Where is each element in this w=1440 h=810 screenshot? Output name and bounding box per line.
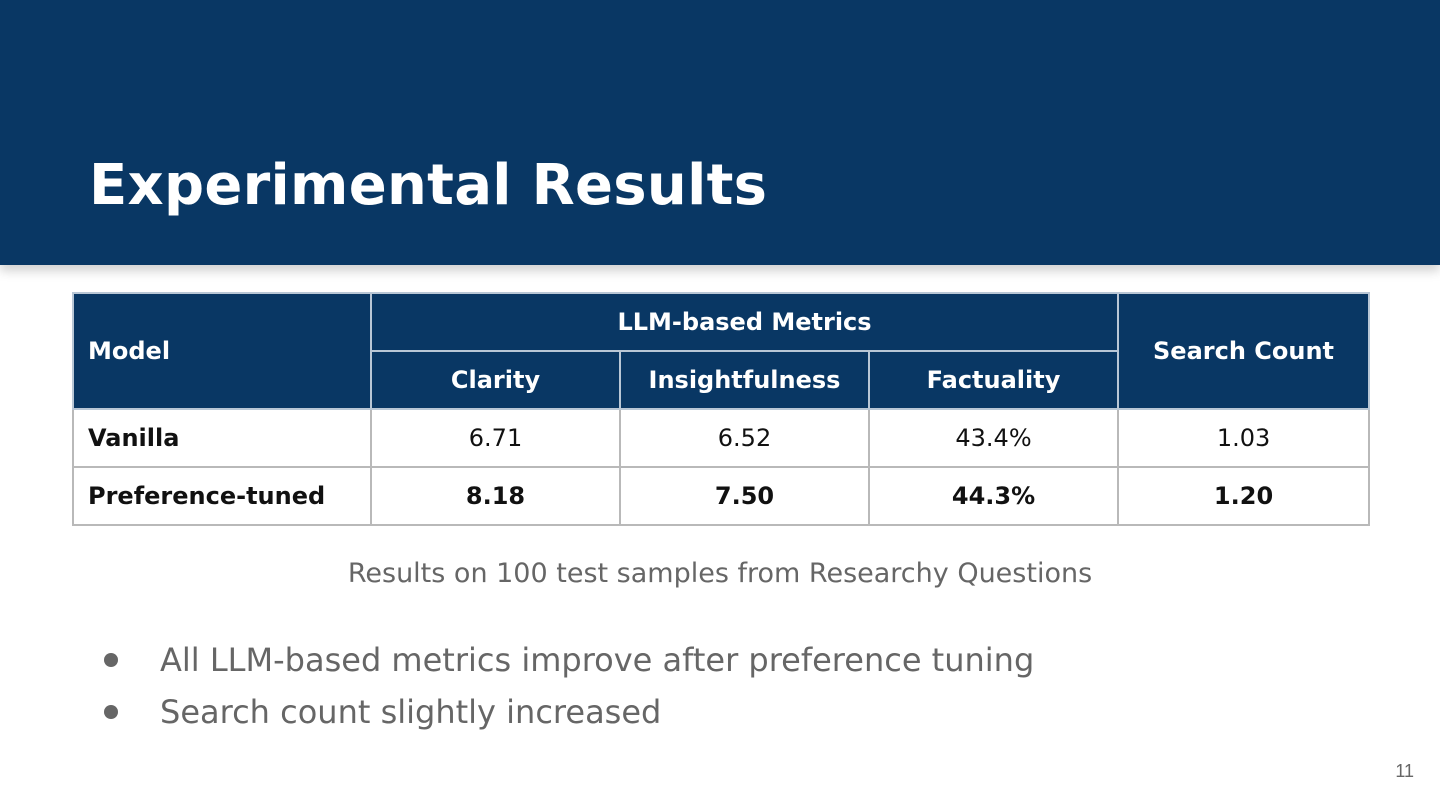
table-row-preference-tuned: Preference-tuned 8.18 7.50 44.3% 1.20 [72, 466, 1371, 526]
bullet-dot-icon [104, 705, 118, 719]
bullet-text: All LLM-based metrics improve after pref… [160, 641, 1035, 679]
factuality-cell: 44.3% [867, 466, 1120, 526]
results-table: Model LLM-based Metrics Search Count Cla… [72, 292, 1371, 526]
search-count-cell: 1.03 [1117, 408, 1371, 468]
page-number: 11 [1395, 761, 1414, 781]
factuality-column-header: Factuality [867, 350, 1120, 410]
model-name-cell: Preference-tuned [72, 466, 372, 526]
bullet-dot-icon [104, 653, 118, 667]
search-count-cell: 1.20 [1117, 466, 1371, 526]
table-subheader-row: Clarity Insightfulness Factuality [73, 350, 1369, 410]
clarity-cell: 6.71 [370, 408, 621, 468]
slide-title: Experimental Results [89, 153, 768, 218]
table-header-row: Model LLM-based Metrics Search Count [72, 292, 1371, 410]
model-name-cell: Vanilla [72, 408, 372, 468]
clarity-cell: 8.18 [370, 466, 621, 526]
insightfulness-cell: 7.50 [619, 466, 870, 526]
insightfulness-cell: 6.52 [619, 408, 870, 468]
insightfulness-column-header: Insightfulness [619, 350, 870, 410]
factuality-cell: 43.4% [867, 408, 1120, 468]
table-row-vanilla: Vanilla 6.71 6.52 43.4% 1.03 [72, 408, 1371, 468]
clarity-column-header: Clarity [370, 350, 621, 410]
table-caption: Results on 100 test samples from Researc… [347, 558, 1093, 589]
model-column-header: Model [72, 292, 372, 410]
title-banner [0, 0, 1440, 265]
search-count-column-header: Search Count [1117, 292, 1371, 410]
llm-metrics-group-header: LLM-based Metrics [369, 292, 1120, 352]
bullet-text: Search count slightly increased [160, 693, 662, 731]
